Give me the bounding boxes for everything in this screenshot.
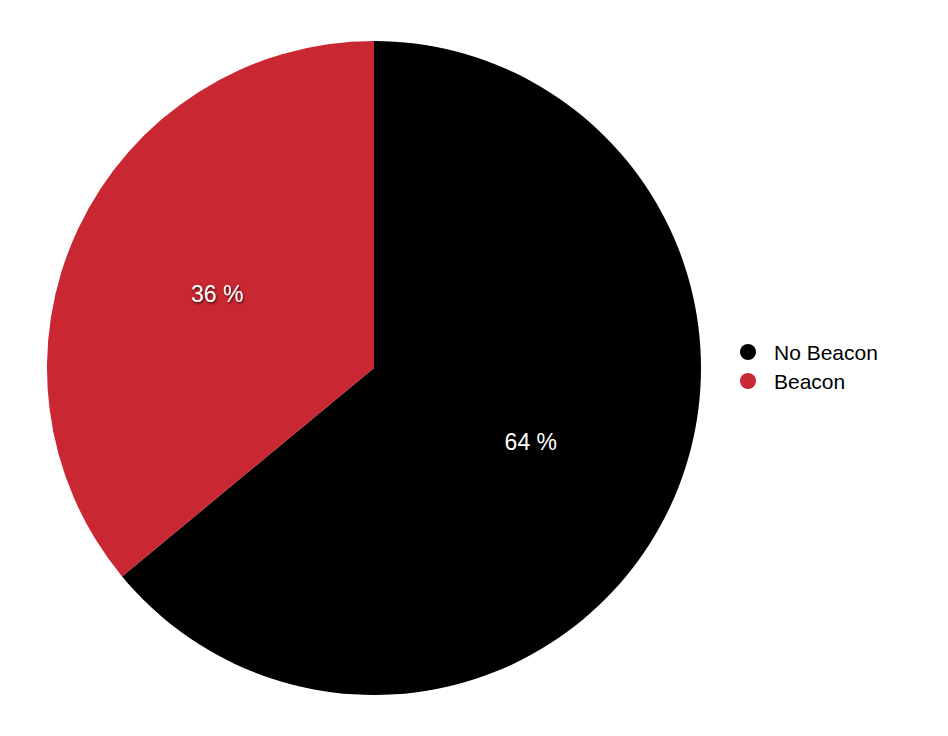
- data-label: 36 %: [191, 281, 243, 307]
- legend-swatch: [740, 344, 756, 360]
- slices: [47, 41, 701, 695]
- legend-label: No Beacon: [774, 341, 878, 364]
- legend-swatch: [740, 373, 756, 389]
- chart: 64 % 36 % No Beacon Beacon: [0, 0, 948, 736]
- data-labels: 64 % 36 %: [191, 281, 557, 455]
- legend-label: Beacon: [774, 370, 845, 393]
- slice: [47, 41, 374, 576]
- data-label: 64 %: [505, 429, 557, 455]
- legend: No Beacon Beacon: [740, 341, 878, 393]
